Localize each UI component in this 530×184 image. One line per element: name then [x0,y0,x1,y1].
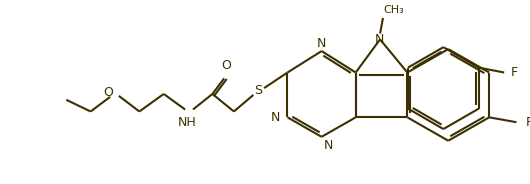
Text: NH: NH [178,116,197,129]
Text: N: N [270,111,280,124]
Text: CH₃: CH₃ [383,5,404,15]
Text: S: S [254,84,262,97]
Text: O: O [221,59,231,72]
Text: N: N [317,37,326,50]
Text: O: O [103,86,113,98]
Text: F: F [526,116,530,129]
Text: N: N [374,33,384,46]
Text: F: F [511,66,518,79]
Text: N: N [323,139,333,152]
